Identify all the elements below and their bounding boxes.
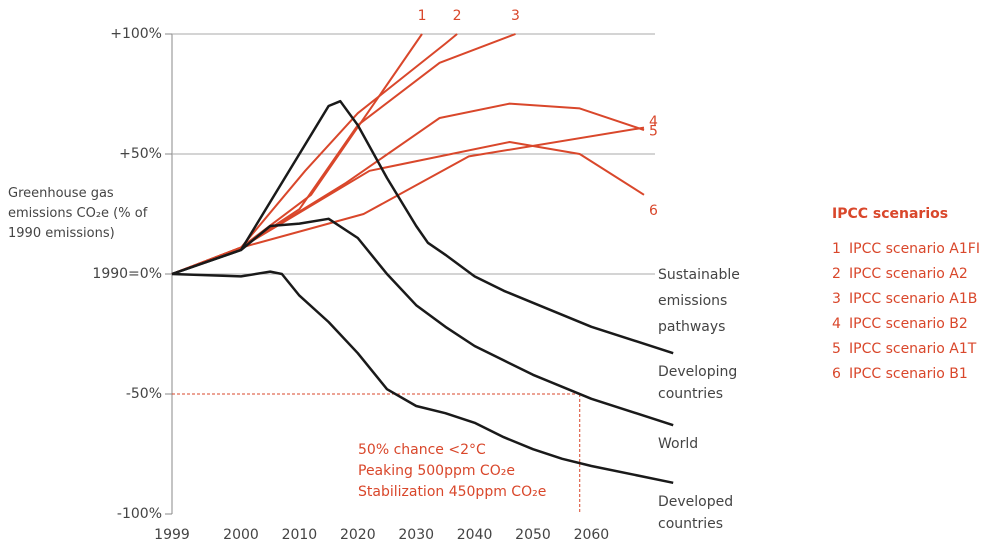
y-tick-label: +50% xyxy=(119,146,162,162)
x-tick-label: 2000 xyxy=(223,527,259,543)
line-number: 1 xyxy=(418,8,427,24)
pathway-line xyxy=(171,270,674,485)
legend-number: 6 xyxy=(832,366,841,382)
legend-title: IPCC scenarios xyxy=(832,206,949,222)
y-tick-label: -100% xyxy=(117,506,162,522)
legend-entry: IPCC scenario B1 xyxy=(849,366,968,382)
pathway-name: Developed countries xyxy=(658,493,734,532)
x-tick-label: 2060 xyxy=(574,527,610,543)
x-tick-label: 2010 xyxy=(282,527,318,543)
scenario-line xyxy=(171,126,645,275)
line-number: 6 xyxy=(649,203,658,219)
y-axis-title: Greenhouse gas emissions CO₂e (% of 1990… xyxy=(8,186,148,241)
x-tick-label: 1999 xyxy=(154,527,190,543)
y-tick-label: -50% xyxy=(126,386,162,402)
scenario-line xyxy=(171,141,645,275)
legend-entry: IPCC scenario A1FI xyxy=(849,241,980,257)
x-tick-label: 2030 xyxy=(398,527,434,543)
legend-entry: IPCC scenario A2 xyxy=(849,266,968,282)
pathway-line xyxy=(171,217,674,427)
line-number: 3 xyxy=(511,8,520,24)
annotation: 50% chance <2°C xyxy=(358,442,486,458)
pathway-name: World xyxy=(658,436,699,453)
legend-number: 4 xyxy=(832,316,841,332)
legend-number: 3 xyxy=(832,291,841,307)
pathway-line xyxy=(171,99,674,355)
y-tick-label: 1990=0% xyxy=(92,266,162,282)
x-tick-label: 2050 xyxy=(515,527,551,543)
annotation: Stabilization 450ppm CO₂e xyxy=(358,484,547,500)
legend-entry: IPCC scenario B2 xyxy=(849,316,968,332)
line-number: 2 xyxy=(453,8,462,24)
pathways-label: Sustainable emissions pathways xyxy=(658,267,740,335)
legend-entry: IPCC scenario A1B xyxy=(849,291,977,307)
x-tick-label: 2020 xyxy=(340,527,376,543)
pathway-name: Developing countries xyxy=(658,364,738,403)
legend-entry: IPCC scenario A1T xyxy=(849,341,977,357)
line-number: 4 xyxy=(649,114,658,130)
legend-number: 1 xyxy=(832,241,841,257)
legend-number: 2 xyxy=(832,266,841,282)
legend-number: 5 xyxy=(832,341,841,357)
annotation: Peaking 500ppm CO₂e xyxy=(358,463,515,479)
line-number: 5 xyxy=(649,124,658,140)
x-tick-label: 2040 xyxy=(457,527,493,543)
y-tick-label: +100% xyxy=(110,26,162,42)
